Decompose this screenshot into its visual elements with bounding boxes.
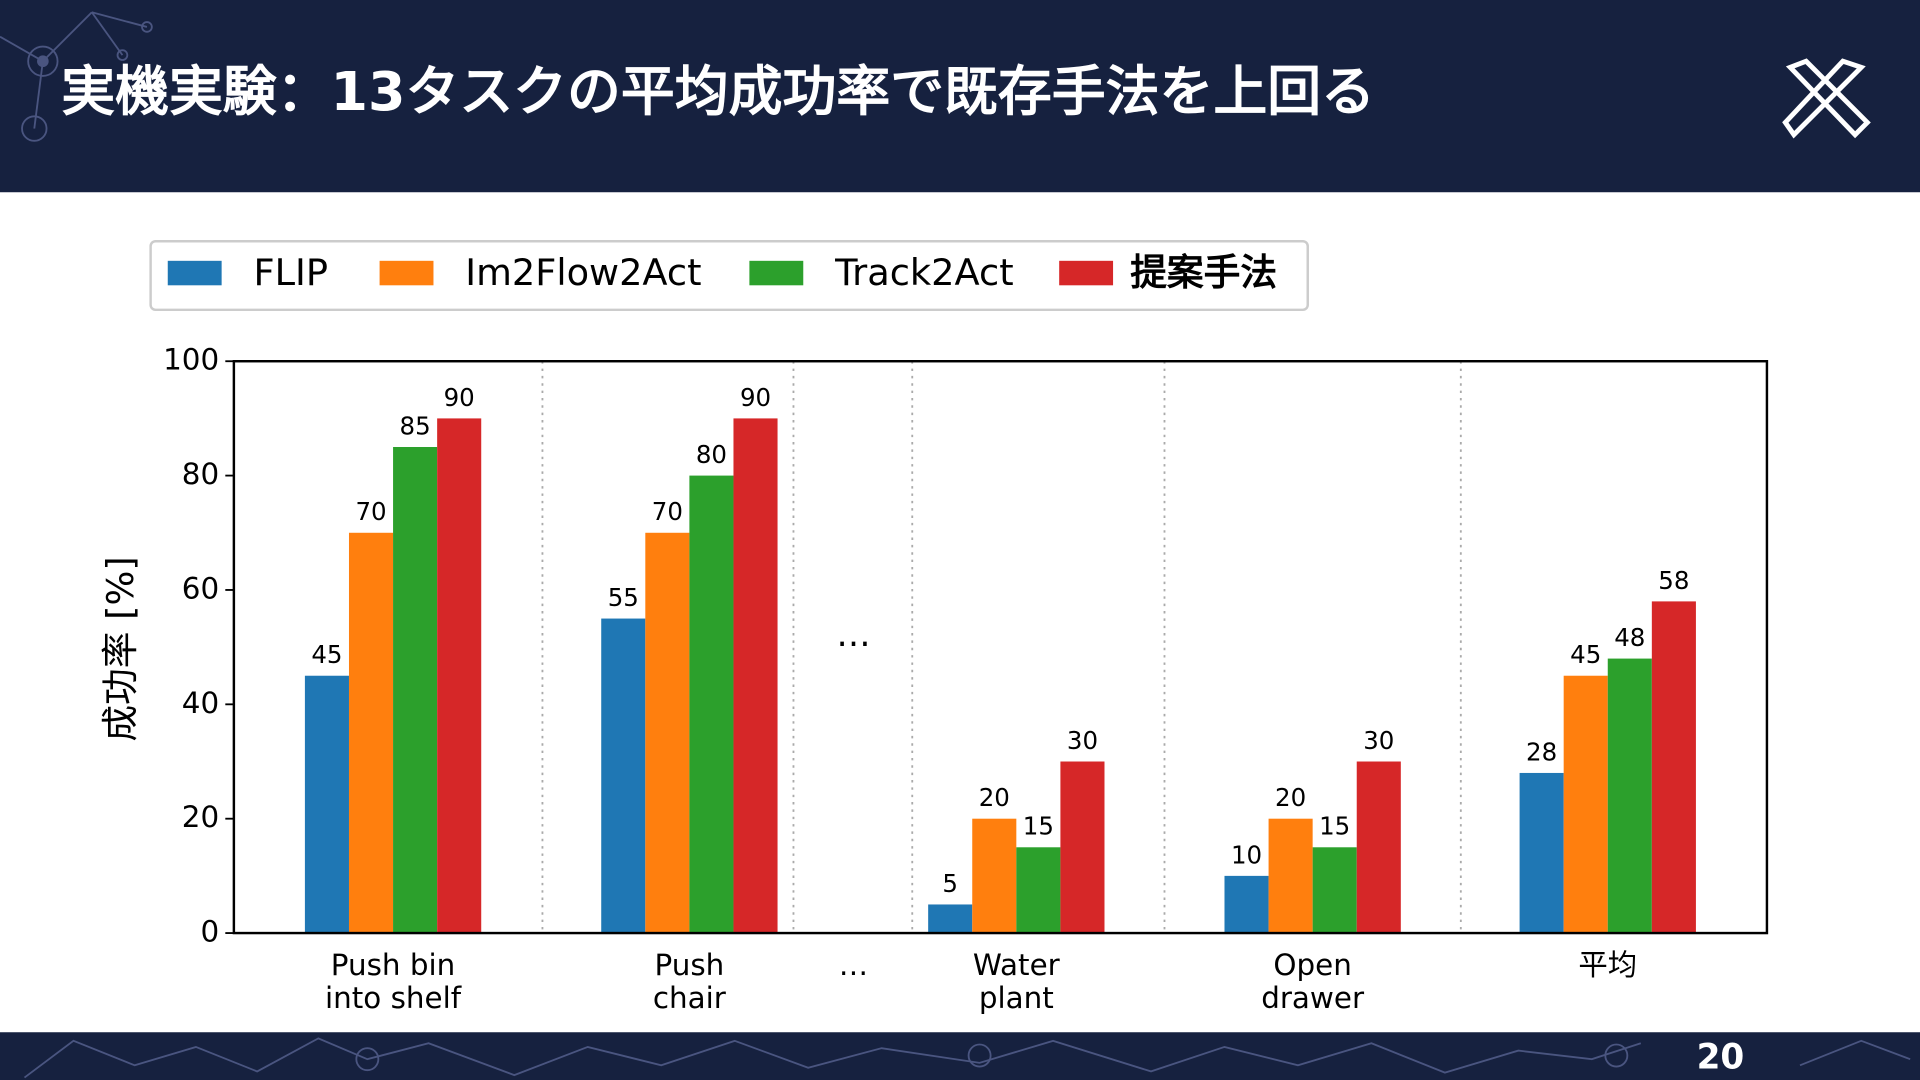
bar xyxy=(437,418,482,934)
legend-swatch xyxy=(167,260,222,286)
x-tick-label: Push chair xyxy=(653,948,727,1015)
data-label: 80 xyxy=(696,440,727,469)
x-tick-label-line: Open xyxy=(1273,948,1351,982)
x-tick-label-line: drawer xyxy=(1261,981,1365,1015)
y-tick-label: 20 xyxy=(182,800,219,834)
legend-swatch xyxy=(379,260,434,286)
bar xyxy=(1060,761,1105,934)
data-label: 15 xyxy=(1319,812,1350,841)
bar xyxy=(1224,875,1269,934)
logo xyxy=(1782,58,1871,139)
data-label: 55 xyxy=(608,583,639,612)
data-label: 5 xyxy=(942,869,958,898)
x-tick-label-line: Water xyxy=(973,948,1061,982)
x-tick-label-line: chair xyxy=(653,981,727,1015)
x-tick-label-line: into shelf xyxy=(325,981,462,1015)
y-tick-label: 0 xyxy=(200,915,219,949)
legend-box xyxy=(149,240,1309,312)
bar xyxy=(689,475,734,934)
bar xyxy=(928,904,973,934)
bar xyxy=(348,532,394,934)
y-axis-label: 成功率 [%] xyxy=(99,556,142,741)
y-tick-label: 40 xyxy=(182,686,219,720)
data-label: 45 xyxy=(1570,640,1601,669)
data-label: 30 xyxy=(1363,726,1394,755)
legend-label: 提案手法 xyxy=(1130,251,1277,294)
data-label: 70 xyxy=(355,497,386,526)
legend-label: Im2Flow2Act xyxy=(465,251,701,294)
y-tick-label: 80 xyxy=(182,457,219,491)
data-label: 28 xyxy=(1526,737,1557,766)
x-tick-label: … xyxy=(839,948,868,982)
bar xyxy=(1563,675,1608,934)
legend-label: FLIP xyxy=(253,251,328,294)
y-tick-label: 60 xyxy=(182,571,219,605)
legend-swatch xyxy=(1059,260,1114,286)
page-number: 20 xyxy=(1697,1038,1745,1078)
y-tick-label: 100 xyxy=(163,343,219,377)
data-label: 58 xyxy=(1658,566,1689,595)
network-decoration xyxy=(0,11,153,142)
footer-decoration xyxy=(23,1037,1911,1079)
data-label: 45 xyxy=(311,640,342,669)
data-label: 30 xyxy=(1067,726,1098,755)
x-tick-label: 平均 xyxy=(1578,948,1637,982)
x-tick-label-line: plant xyxy=(979,981,1054,1015)
bar xyxy=(304,675,349,934)
x-tick-label-line: … xyxy=(839,948,868,982)
slide-title: 実機実験：13タスクの平均成功率で既存手法を上回る xyxy=(61,60,1375,123)
bar xyxy=(1312,847,1357,934)
bar xyxy=(1651,601,1696,934)
data-label: 20 xyxy=(979,783,1010,812)
footer-band xyxy=(0,1032,1920,1080)
bar xyxy=(601,618,646,934)
bar xyxy=(1268,818,1313,934)
x-tick-label-line: 平均 xyxy=(1578,948,1637,982)
data-label: 15 xyxy=(1023,812,1054,841)
bar xyxy=(393,447,438,934)
bar xyxy=(733,418,778,934)
x-tick-label-line: Push xyxy=(655,948,725,982)
x-tick-label-line: Push bin xyxy=(331,948,456,982)
x-tick-label: Water plant xyxy=(973,948,1061,1015)
bar xyxy=(1016,847,1061,934)
data-label: 48 xyxy=(1614,623,1645,652)
header-band xyxy=(0,0,1920,193)
data-label: 90 xyxy=(740,383,771,412)
bar xyxy=(1519,772,1564,934)
x-tick-label: Push bin into shelf xyxy=(325,948,462,1015)
legend-label: Track2Act xyxy=(834,251,1014,294)
data-label: 90 xyxy=(444,383,475,412)
plot-frame xyxy=(232,359,1769,935)
bar xyxy=(1607,658,1652,934)
x-tick-label: Open drawer xyxy=(1261,948,1365,1015)
legend-swatch xyxy=(749,260,804,286)
bar xyxy=(1356,761,1401,934)
annotation: … xyxy=(836,615,870,655)
data-label: 10 xyxy=(1231,840,1262,869)
data-label: 70 xyxy=(652,497,683,526)
data-label: 20 xyxy=(1275,783,1306,812)
data-label: 85 xyxy=(400,411,431,440)
bar xyxy=(972,818,1017,934)
bar xyxy=(645,532,690,934)
